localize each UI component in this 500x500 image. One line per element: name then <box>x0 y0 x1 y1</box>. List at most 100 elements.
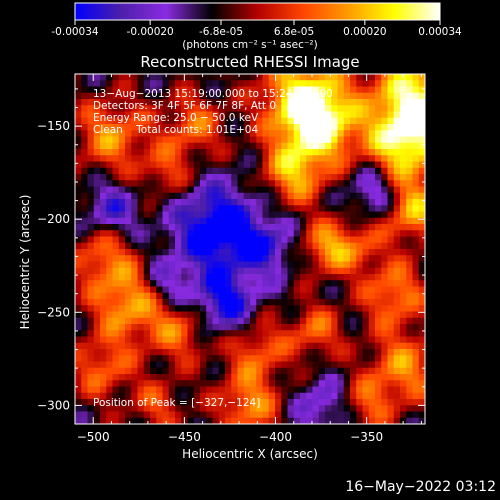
heatmap-cell <box>256 411 263 419</box>
heatmap-cell <box>281 224 288 231</box>
heatmap-cell <box>118 330 126 337</box>
heatmap-cell <box>375 317 382 325</box>
heatmap-cell <box>343 305 351 312</box>
heatmap-cell <box>87 305 95 312</box>
heatmap-cell <box>118 136 126 144</box>
heatmap-cell <box>168 374 176 381</box>
heatmap-cell <box>356 230 363 237</box>
heatmap-cell <box>143 367 151 375</box>
heatmap-cell <box>287 99 295 106</box>
heatmap-cell <box>381 167 388 175</box>
heatmap-cell <box>337 374 345 381</box>
heatmap-cell <box>118 374 126 381</box>
heatmap-cell <box>193 405 201 412</box>
heatmap-cell <box>206 299 213 306</box>
heatmap-cell <box>156 217 163 225</box>
heatmap-cell <box>93 205 101 212</box>
heatmap-cell <box>156 174 163 181</box>
heatmap-cell <box>106 249 113 256</box>
heatmap-cell <box>312 217 320 225</box>
heatmap-cell <box>118 349 126 356</box>
heatmap-cell <box>362 305 370 312</box>
heatmap-cell <box>287 342 295 350</box>
heatmap-cell <box>268 86 276 94</box>
heatmap-cell <box>281 86 288 94</box>
heatmap-cell <box>112 230 120 237</box>
heatmap-cell <box>256 205 263 212</box>
heatmap-cell <box>237 349 245 356</box>
heatmap-cell <box>168 324 176 331</box>
heatmap-cell <box>318 155 326 162</box>
heatmap-cell <box>181 149 188 156</box>
heatmap-cell <box>293 274 301 281</box>
heatmap-cell <box>293 324 301 331</box>
heatmap-cell <box>137 236 145 244</box>
heatmap-cell <box>193 249 201 256</box>
heatmap-cell <box>275 411 282 419</box>
heatmap-cell <box>206 149 213 156</box>
heatmap-cell <box>293 186 301 194</box>
heatmap-cell <box>362 355 370 362</box>
heatmap-cell <box>243 124 251 131</box>
heatmap-cell <box>112 167 120 175</box>
heatmap-cell <box>206 80 213 87</box>
heatmap-cell <box>181 317 188 325</box>
heatmap-cell <box>187 211 195 219</box>
heatmap-cell <box>356 361 363 369</box>
heatmap-cell <box>206 355 213 362</box>
heatmap-cell <box>162 399 170 406</box>
heatmap-cell <box>268 92 276 100</box>
heatmap-cell <box>387 417 395 425</box>
heatmap-cell <box>362 99 370 106</box>
heatmap-cell <box>156 130 163 137</box>
heatmap-cell <box>268 242 276 250</box>
heatmap-cell <box>368 142 376 150</box>
heatmap-cell <box>356 236 363 244</box>
heatmap-cell <box>287 167 295 175</box>
heatmap-cell <box>156 305 163 312</box>
heatmap-cell <box>300 211 307 219</box>
heatmap-cell <box>325 174 332 181</box>
heatmap-cell <box>356 92 363 100</box>
heatmap-cell <box>281 105 288 112</box>
heatmap-cell <box>143 192 151 200</box>
heatmap-cell <box>406 405 413 412</box>
heatmap-cell <box>362 211 370 219</box>
heatmap-cell <box>131 86 138 94</box>
heatmap-cell <box>300 230 307 237</box>
heatmap-cell <box>193 99 201 106</box>
heatmap-cell <box>112 292 120 300</box>
heatmap-cell <box>418 324 426 331</box>
heatmap-cell <box>193 92 201 100</box>
heatmap-cell <box>106 155 113 162</box>
heatmap-cell <box>168 80 176 87</box>
heatmap-cell <box>237 267 245 275</box>
heatmap-cell <box>212 80 220 87</box>
heatmap-cell <box>375 411 382 419</box>
heatmap-cell <box>100 155 107 162</box>
heatmap-cell <box>93 136 101 144</box>
heatmap-cell <box>156 417 163 425</box>
heatmap-cell <box>87 292 95 300</box>
heatmap-cell <box>387 342 395 350</box>
heatmap-cell <box>318 105 326 112</box>
heatmap-cell <box>100 217 107 225</box>
heatmap-cell <box>150 167 157 175</box>
heatmap-cell <box>325 99 332 106</box>
heatmap-cell <box>118 317 126 325</box>
chart-title: Reconstructed RHESSI Image <box>140 53 360 71</box>
heatmap-cell <box>275 292 282 300</box>
heatmap-cell <box>356 305 363 312</box>
heatmap-cell <box>118 199 126 206</box>
heatmap-cell <box>143 155 151 162</box>
heatmap-cell <box>162 236 170 244</box>
heatmap-cell <box>87 224 95 231</box>
heatmap-cell <box>87 349 95 356</box>
heatmap-cell <box>162 111 170 119</box>
heatmap-cell <box>412 330 420 337</box>
heatmap-cell <box>231 274 238 281</box>
heatmap-cell <box>175 349 182 356</box>
heatmap-cell <box>412 405 420 412</box>
heatmap-cell <box>181 224 188 231</box>
heatmap-cell <box>250 130 257 137</box>
